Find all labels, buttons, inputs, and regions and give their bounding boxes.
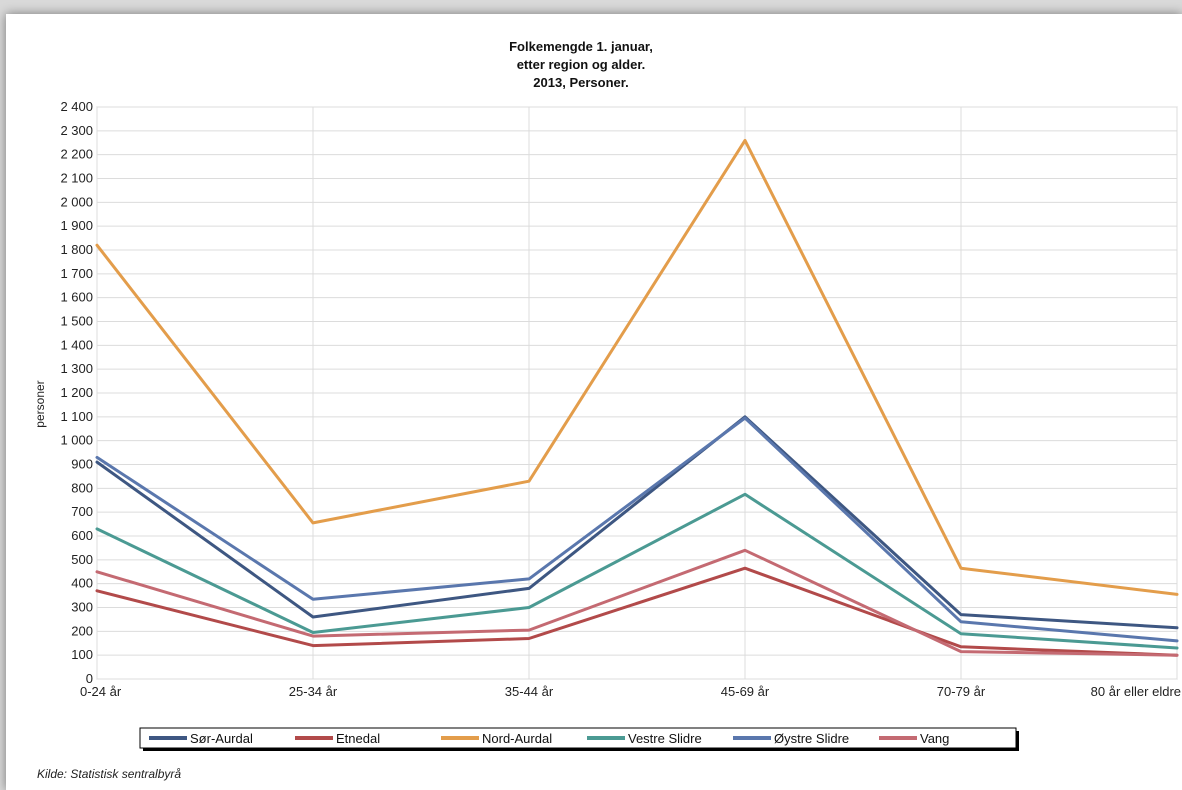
chart-title-line-2: etter region og alder. bbox=[517, 57, 646, 72]
source-note: Kilde: Statistisk sentralbyrå bbox=[37, 767, 181, 781]
chart-title-line-1: Folkemengde 1. januar, bbox=[509, 39, 653, 54]
y-tick-label: 1 700 bbox=[60, 266, 93, 281]
x-axis-ticks: 0-24 år 25-34 år 35-44 år 45-69 år 70-79 år 8… bbox=[80, 684, 1181, 699]
x-tick-label: 0-24 år bbox=[80, 684, 122, 699]
series-line bbox=[95, 415, 1179, 630]
plot-grid bbox=[96, 106, 1178, 680]
legend-label: Sør-Aurdal bbox=[190, 731, 253, 746]
y-tick-label: 600 bbox=[71, 528, 93, 543]
y-tick-label: 2 400 bbox=[60, 99, 93, 114]
y-tick-label: 400 bbox=[71, 576, 93, 591]
y-tick-label: 2 000 bbox=[60, 194, 93, 209]
y-tick-label: 2 300 bbox=[60, 123, 93, 138]
series-line bbox=[95, 138, 1179, 596]
legend-label: Nord-Aurdal bbox=[482, 731, 552, 746]
chart-title: Folkemengde 1. januar, etter region og a… bbox=[509, 39, 653, 90]
y-tick-label: 1 100 bbox=[60, 409, 93, 424]
y-tick-label: 500 bbox=[71, 552, 93, 567]
y-tick-label: 1 500 bbox=[60, 314, 93, 329]
series-lines bbox=[95, 138, 1179, 657]
legend: Sør-Aurdal Etnedal Nord-Aurdal Vestre Slidr… bbox=[139, 727, 1019, 751]
y-tick-label: 2 200 bbox=[60, 147, 93, 162]
y-tick-label: 1 200 bbox=[60, 385, 93, 400]
legend-label: Øystre Slidre bbox=[774, 731, 849, 746]
y-axis-title: personer bbox=[33, 380, 47, 427]
y-tick-label: 100 bbox=[71, 647, 93, 662]
series-line bbox=[95, 416, 1179, 643]
y-tick-label: 1 600 bbox=[60, 290, 93, 305]
series-line bbox=[95, 566, 1179, 657]
x-tick-label: 45-69 år bbox=[721, 684, 770, 699]
y-tick-label: 300 bbox=[71, 600, 93, 615]
y-tick-label: 700 bbox=[71, 504, 93, 519]
y-tick-label: 800 bbox=[71, 480, 93, 495]
y-tick-label: 1 900 bbox=[60, 218, 93, 233]
x-tick-label: 70-79 år bbox=[937, 684, 986, 699]
series-line bbox=[95, 492, 1179, 650]
chart-frame: Folkemengde 1. januar, etter region og a… bbox=[6, 14, 1182, 790]
x-tick-label: 25-34 år bbox=[289, 684, 338, 699]
y-tick-label: 0 bbox=[86, 671, 93, 686]
y-axis-ticks: 0 100 200 300 400 500 600 700 800 900 1 000 1 100 1 … bbox=[60, 99, 93, 686]
x-tick-label: 35-44 år bbox=[505, 684, 554, 699]
x-tick-label: 80 år eller eldre bbox=[1091, 684, 1181, 699]
chart-title-line-3: 2013, Personer. bbox=[533, 75, 628, 90]
y-tick-label: 1 000 bbox=[60, 433, 93, 448]
y-tick-label: 1 800 bbox=[60, 242, 93, 257]
y-tick-label: 1 400 bbox=[60, 337, 93, 352]
legend-label: Etnedal bbox=[336, 731, 380, 746]
y-tick-label: 2 100 bbox=[60, 171, 93, 186]
line-chart: Folkemengde 1. januar, etter region og a… bbox=[33, 39, 1181, 781]
legend-label: Vang bbox=[920, 731, 949, 746]
y-tick-label: 1 300 bbox=[60, 361, 93, 376]
series-line bbox=[95, 548, 1179, 657]
y-tick-label: 900 bbox=[71, 457, 93, 472]
y-tick-label: 200 bbox=[71, 623, 93, 638]
legend-box bbox=[139, 727, 1017, 749]
legend-label: Vestre Slidre bbox=[628, 731, 702, 746]
